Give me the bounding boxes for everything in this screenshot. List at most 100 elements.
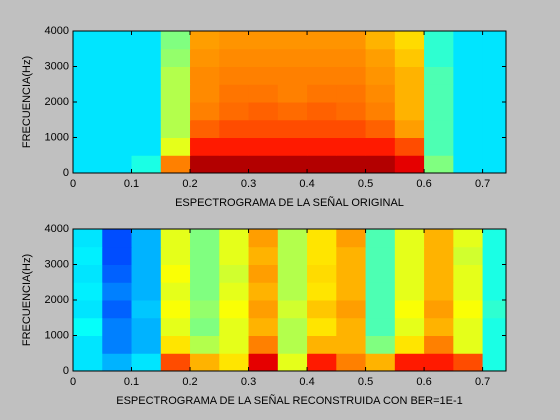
y-tick-label: 4000 bbox=[45, 25, 69, 37]
heatmap-cell bbox=[365, 119, 396, 138]
heatmap-cell bbox=[394, 102, 425, 121]
heatmap-cell bbox=[424, 353, 454, 371]
heatmap-cell bbox=[394, 119, 425, 138]
heatmap-cell bbox=[219, 335, 250, 354]
heatmap-cell bbox=[131, 335, 162, 354]
heatmap-cell bbox=[190, 300, 220, 319]
heatmap-cell bbox=[307, 84, 337, 103]
heatmap-cell bbox=[307, 229, 337, 248]
heatmap-cell bbox=[131, 48, 162, 67]
x-tick-label: 0.5 bbox=[358, 376, 373, 388]
heatmap-cell bbox=[453, 229, 484, 248]
heatmap-cell bbox=[482, 246, 506, 265]
heatmap-cell bbox=[190, 119, 220, 138]
heatmap-cell bbox=[453, 31, 484, 50]
x-tick-label: 0.3 bbox=[241, 376, 256, 388]
heatmap-cell bbox=[277, 317, 308, 336]
heatmap-cell bbox=[336, 229, 367, 248]
heatmap-cell bbox=[219, 48, 250, 67]
heatmap-cell bbox=[160, 246, 191, 265]
heatmap-cell bbox=[394, 31, 425, 50]
heatmap-cell bbox=[248, 246, 279, 265]
heatmap-cell bbox=[482, 229, 506, 248]
heatmap-cell bbox=[219, 137, 250, 156]
heatmap-cell bbox=[190, 66, 220, 85]
heatmap-cell bbox=[482, 317, 506, 336]
heatmap-cell bbox=[160, 229, 191, 248]
heatmap-cell bbox=[131, 282, 162, 301]
heatmap-cell bbox=[453, 48, 484, 67]
heatmap-cell bbox=[336, 282, 367, 301]
heatmap-cell bbox=[336, 119, 367, 138]
heatmap-cell bbox=[102, 66, 133, 85]
heatmap-cell bbox=[424, 317, 454, 336]
heatmap-cell bbox=[190, 155, 220, 173]
heatmap-cell bbox=[307, 102, 337, 121]
heatmap-cell bbox=[131, 66, 162, 85]
heatmap-cell bbox=[394, 137, 425, 156]
heatmap-cell bbox=[248, 155, 279, 173]
heatmap-cell bbox=[160, 102, 191, 121]
heatmap-cell bbox=[277, 246, 308, 265]
heatmap-cell bbox=[248, 264, 279, 283]
heatmap-cell bbox=[160, 137, 191, 156]
heatmap-cell bbox=[219, 102, 250, 121]
heatmap-cell bbox=[190, 137, 220, 156]
heatmap-cell bbox=[365, 317, 396, 336]
x-tick-label: 0.1 bbox=[124, 178, 139, 190]
heatmap-cell bbox=[73, 66, 103, 85]
heatmap-cell bbox=[307, 300, 337, 319]
heatmap-cell bbox=[424, 155, 454, 173]
heatmap-cell bbox=[365, 353, 396, 371]
heatmap-cell bbox=[160, 155, 191, 173]
heatmap-cell bbox=[394, 84, 425, 103]
heatmap bbox=[73, 229, 506, 371]
heatmap-cell bbox=[102, 102, 133, 121]
heatmap-cell bbox=[336, 246, 367, 265]
heatmap-cell bbox=[73, 317, 103, 336]
heatmap-cell bbox=[277, 84, 308, 103]
heatmap-cell bbox=[102, 335, 133, 354]
heatmap-cell bbox=[365, 300, 396, 319]
heatmap-cell bbox=[73, 335, 103, 354]
heatmap-cell bbox=[336, 300, 367, 319]
heatmap-cell bbox=[424, 264, 454, 283]
heatmap-cell bbox=[365, 335, 396, 354]
heatmap-cell bbox=[394, 48, 425, 67]
heatmap-cell bbox=[277, 48, 308, 67]
heatmap-cell bbox=[102, 264, 133, 283]
heatmap-cell bbox=[453, 119, 484, 138]
heatmap-cell bbox=[131, 264, 162, 283]
heatmap-cell bbox=[190, 353, 220, 371]
heatmap-cell bbox=[394, 246, 425, 265]
heatmap-cell bbox=[482, 66, 506, 85]
heatmap-cell bbox=[424, 229, 454, 248]
heatmap-cell bbox=[336, 317, 367, 336]
heatmap-cell bbox=[219, 31, 250, 50]
heatmap-cell bbox=[219, 119, 250, 138]
x-tick-label: 0.6 bbox=[416, 178, 431, 190]
heatmap-cell bbox=[307, 137, 337, 156]
heatmap-cell bbox=[277, 229, 308, 248]
x-tick-label: 0.3 bbox=[241, 178, 256, 190]
x-tick-label: 0.5 bbox=[358, 178, 373, 190]
heatmap-cell bbox=[102, 84, 133, 103]
heatmap-cell bbox=[73, 48, 103, 67]
heatmap-cell bbox=[453, 66, 484, 85]
heatmap-cell bbox=[336, 84, 367, 103]
heatmap-cell bbox=[307, 155, 337, 173]
heatmap-cell bbox=[219, 84, 250, 103]
heatmap-cell bbox=[190, 317, 220, 336]
heatmap-cell bbox=[424, 102, 454, 121]
heatmap-cell bbox=[453, 353, 484, 371]
heatmap-cell bbox=[190, 229, 220, 248]
heatmap-cell bbox=[131, 119, 162, 138]
y-tick-label: 1000 bbox=[45, 329, 69, 341]
heatmap-cell bbox=[102, 300, 133, 319]
heatmap-cell bbox=[424, 119, 454, 138]
heatmap-cell bbox=[307, 264, 337, 283]
heatmap-cell bbox=[248, 317, 279, 336]
heatmap-cell bbox=[131, 31, 162, 50]
heatmap-cell bbox=[394, 353, 425, 371]
